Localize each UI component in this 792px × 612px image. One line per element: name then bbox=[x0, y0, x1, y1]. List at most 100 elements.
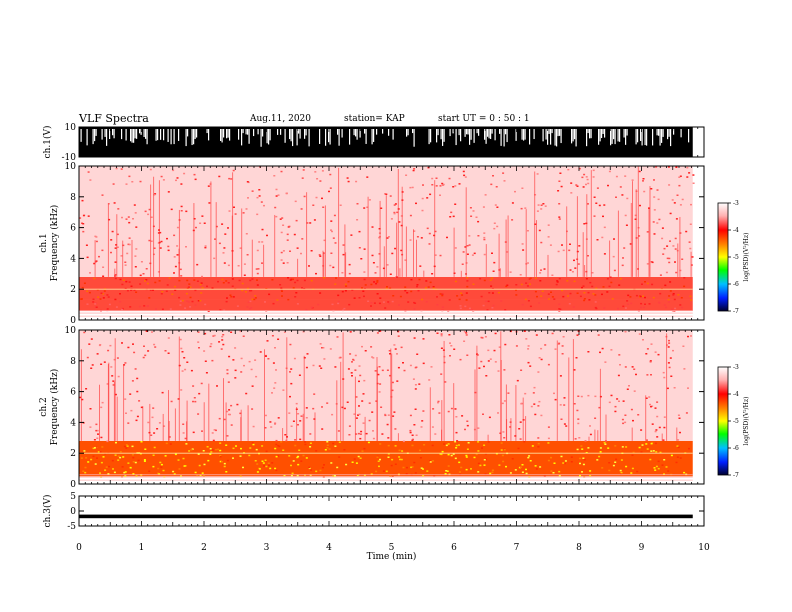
ch1-spectrogram-cell bbox=[160, 240, 163, 243]
ch1-spectrogram-cell bbox=[643, 190, 646, 193]
ch2-spectrogram-cell bbox=[563, 462, 566, 465]
ch2-spectrogram-cell bbox=[213, 334, 216, 337]
ch2-spectrogram-cell bbox=[389, 475, 392, 478]
ch2-spectrogram-cell bbox=[494, 332, 497, 335]
ch1-waveform-gap bbox=[436, 129, 438, 143]
ch2-spectrogram-cell bbox=[242, 466, 244, 469]
ch1-spectrogram-cell bbox=[557, 250, 560, 253]
ch1-spectrogram-cell bbox=[678, 184, 681, 187]
ch1-spectrogram-streak bbox=[383, 246, 385, 277]
ch1-spectrogram-ytick-label-3: 6 bbox=[70, 224, 76, 234]
ch1-spectrogram-streak bbox=[338, 167, 340, 277]
ch2-spectrogram-cell bbox=[453, 348, 456, 350]
ch2-spectrogram-cell bbox=[663, 473, 665, 475]
ch1-waveform-gap bbox=[412, 129, 414, 134]
ch2-spectrogram-cell bbox=[420, 467, 423, 469]
ch2-spectrogram-cell bbox=[264, 459, 267, 461]
ch2-spectrogram-cell bbox=[389, 374, 391, 377]
ch1-spectrogram-cell bbox=[675, 166, 678, 168]
ch1-spectrogram-cell bbox=[462, 251, 465, 253]
ch2-spectrogram-cell bbox=[657, 467, 660, 470]
ch2-spectrogram-cell bbox=[440, 453, 443, 456]
ch2-spectrogram-cell bbox=[654, 469, 657, 471]
ch2-spectrogram-cell bbox=[396, 380, 399, 382]
ch1-waveform-gap bbox=[559, 129, 561, 136]
ch1-spectrogram-cell bbox=[627, 303, 630, 305]
ch2-spectrogram-cell bbox=[477, 471, 480, 473]
ch2-spectrogram-cell bbox=[275, 469, 278, 472]
plot-axes bbox=[78, 126, 731, 527]
ch1-spectrogram-cell bbox=[153, 247, 156, 249]
ch2-spectrogram-cell bbox=[304, 443, 307, 446]
ch2-spectrogram-cell bbox=[264, 414, 267, 417]
ch2-spectrogram-cell bbox=[534, 465, 537, 467]
ch1-spectrogram-cell bbox=[692, 182, 695, 184]
ch2-spectrogram-cell bbox=[107, 473, 110, 475]
ch2-spectrogram-heatmap bbox=[79, 330, 693, 481]
ch1-spectrogram-cell bbox=[319, 255, 322, 257]
ch2-spectrogram-cell bbox=[239, 475, 242, 478]
ch1-spectrogram-cell bbox=[193, 218, 196, 220]
ch2-spectrogram-cell bbox=[378, 465, 380, 468]
ch1-spectrogram-cell bbox=[296, 303, 299, 305]
ch2-spectrogram-cell bbox=[466, 354, 469, 356]
ch3-waveform-xtick-label-7: 7 bbox=[514, 543, 520, 553]
ch1-spectrogram-cell bbox=[483, 253, 486, 256]
ch1-spectrogram-cell bbox=[569, 292, 572, 295]
ch1-spectrogram-cell bbox=[521, 243, 524, 245]
ch2-spectrogram-cell bbox=[437, 400, 440, 403]
ch2-spectrogram-cell bbox=[577, 418, 580, 420]
ch2-spectrogram-cell bbox=[477, 462, 480, 465]
ch2-spectrogram-cell bbox=[667, 470, 670, 472]
ch2-spectrogram-cell bbox=[502, 460, 505, 463]
ch1-spectrogram-cell bbox=[570, 182, 573, 184]
ch1-spectrogram-cell bbox=[148, 297, 151, 299]
ch1-spectrogram-cell bbox=[274, 206, 277, 209]
ch1-spectrogram-streak bbox=[677, 243, 679, 277]
ch2-spectrogram-cell bbox=[465, 334, 468, 336]
ch2-spectrogram-cell bbox=[654, 351, 657, 353]
ch2-spectrogram-cell bbox=[245, 392, 248, 395]
ch2-spectrogram-cell bbox=[524, 392, 527, 395]
ch1-spectrogram-cell bbox=[178, 296, 181, 299]
ch2-spectrogram-cell bbox=[363, 379, 366, 382]
ch1-waveform-gap bbox=[260, 129, 262, 147]
ch2-spectrogram-streak bbox=[661, 433, 663, 441]
ch1-spectrogram-cell bbox=[567, 295, 569, 297]
ch2-spectrogram-cell bbox=[547, 363, 550, 366]
ch1-waveform-gap bbox=[194, 129, 196, 140]
ch1-waveform-gap bbox=[92, 129, 94, 145]
ch2-spectrogram-cell bbox=[259, 351, 262, 353]
ch2-spectrogram-cell bbox=[516, 379, 519, 382]
ch2-spectrogram-cell bbox=[220, 348, 223, 350]
ch1-spectrogram-cell bbox=[143, 305, 146, 307]
ch1-spectrogram-cell bbox=[627, 294, 630, 297]
ch1-spectrogram-cell bbox=[648, 303, 651, 305]
ch1-spectrogram-streak bbox=[306, 192, 308, 277]
ch1-spectrogram-cell bbox=[391, 300, 394, 303]
ch2-spectrogram-cell bbox=[212, 335, 215, 337]
ch1-spectrogram-cell bbox=[159, 231, 162, 234]
ch2-spectrogram-cell bbox=[125, 444, 128, 446]
ch2-spectrogram-cell bbox=[156, 428, 159, 430]
ch1-spectrogram-cell bbox=[433, 234, 436, 237]
ch1-spectrogram-cell bbox=[370, 283, 373, 286]
ch2-spectrogram-cell bbox=[687, 387, 689, 389]
ch1-waveform-gap bbox=[656, 129, 658, 136]
ch1-spectrogram-streak bbox=[584, 265, 586, 277]
ch1-spectrogram-cell bbox=[442, 184, 444, 186]
ch2-spectrogram-cell bbox=[95, 446, 98, 448]
ch2-spectrogram-cell bbox=[207, 459, 210, 462]
ch2-spectrogram-cell bbox=[604, 443, 607, 445]
ch1-spectrogram-cell bbox=[576, 185, 579, 187]
ch2-spectrogram-cell bbox=[271, 462, 274, 464]
ch1-waveform-gap bbox=[139, 129, 141, 134]
ch1-spectrogram-cell bbox=[434, 230, 437, 233]
ch1-spectrogram-cell bbox=[187, 301, 190, 303]
ch1-spectrogram-cell bbox=[356, 203, 359, 205]
ch2-spectrogram-cell bbox=[645, 443, 648, 445]
ch1-spectrogram-cell bbox=[585, 278, 588, 280]
ch2-spectrogram-cell bbox=[112, 380, 115, 382]
ch1-waveform-gap bbox=[80, 129, 82, 142]
ch2-spectrogram-cell bbox=[255, 375, 258, 378]
